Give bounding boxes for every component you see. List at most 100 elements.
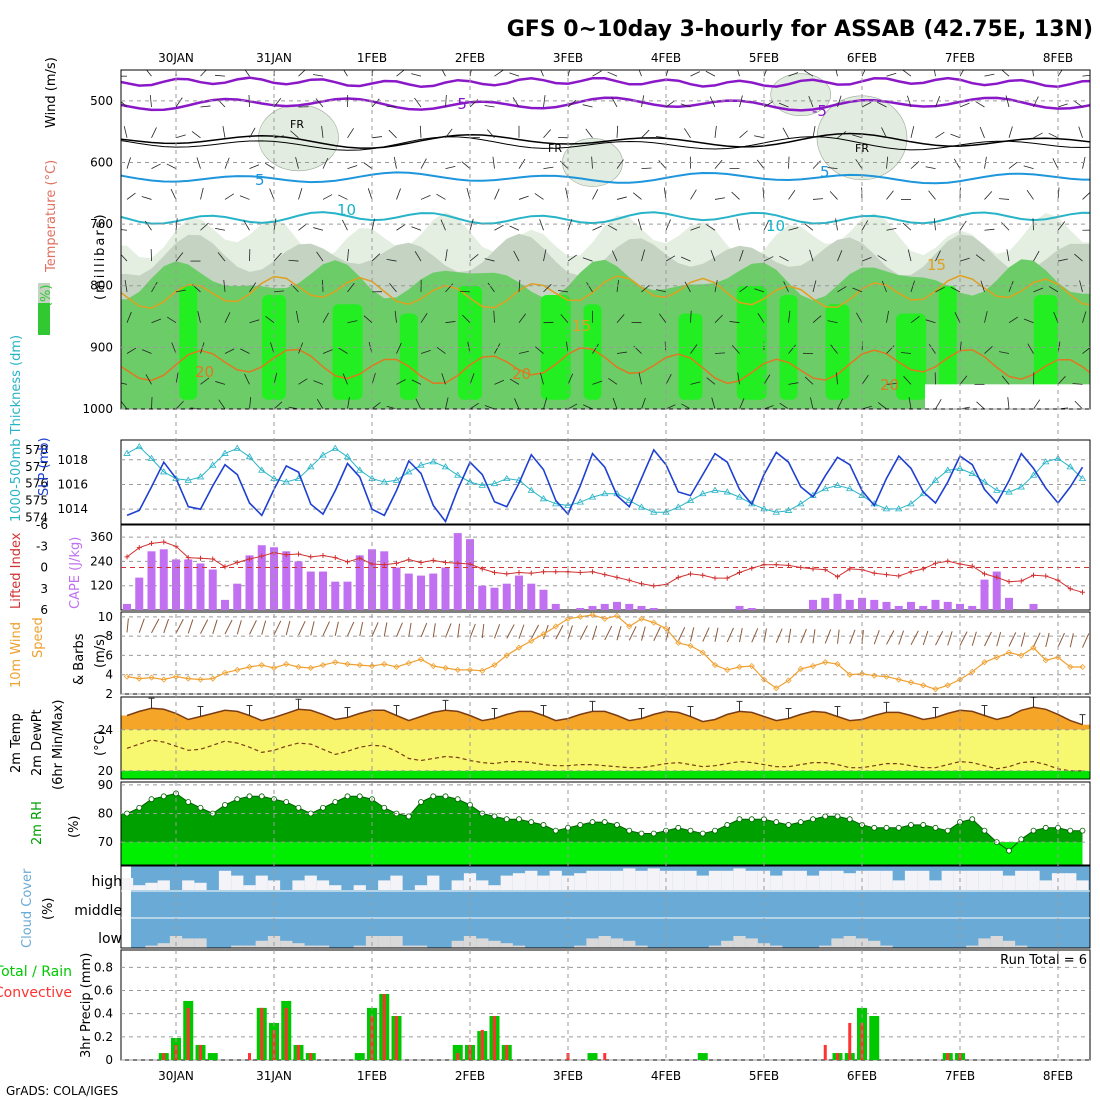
wind-barb bbox=[534, 193, 544, 200]
wind-barb bbox=[665, 100, 675, 108]
wind-barb bbox=[690, 71, 700, 77]
wind10m-panel: 10 8 6 4 2 bbox=[98, 610, 1091, 701]
cape-bar bbox=[613, 601, 621, 610]
temp-tick-20: 20 bbox=[98, 764, 113, 778]
wind10m-barb bbox=[273, 620, 282, 636]
wind10m-barb bbox=[641, 626, 646, 641]
rh-point bbox=[626, 827, 633, 834]
cloud-low-bar bbox=[721, 940, 734, 948]
temp-minmax-bar bbox=[1079, 714, 1086, 725]
wind-barb bbox=[861, 256, 872, 262]
wind-barb bbox=[494, 379, 505, 385]
temp-minmax-bar bbox=[491, 708, 498, 719]
wind-barb bbox=[224, 312, 231, 323]
wind-barb bbox=[487, 282, 495, 293]
rh-point bbox=[356, 793, 363, 800]
slp-tick-1014: 1014 bbox=[57, 502, 88, 516]
cloud-low-bar bbox=[500, 943, 513, 948]
wind-barb bbox=[737, 70, 740, 77]
wind-speed-point bbox=[417, 656, 425, 663]
wind-barb bbox=[371, 253, 381, 262]
wind-barb bbox=[812, 125, 816, 138]
wind-barb bbox=[484, 405, 495, 409]
wind-barb bbox=[1072, 383, 1083, 385]
lifted-index-point bbox=[688, 571, 693, 577]
lifted-index-point bbox=[492, 569, 497, 575]
wind-barb bbox=[731, 345, 740, 354]
wind-barb bbox=[244, 70, 250, 77]
cloud-low-bar bbox=[194, 938, 207, 948]
wind-barb bbox=[886, 190, 894, 200]
thickness-point bbox=[282, 478, 290, 485]
cape-bar bbox=[490, 587, 499, 610]
wind-barb bbox=[984, 73, 995, 77]
wind-barb bbox=[999, 351, 1010, 354]
wind-barb bbox=[121, 382, 128, 385]
temp-minmax-bar bbox=[540, 704, 547, 716]
lifted-index-point bbox=[920, 566, 926, 572]
wind10m-barb bbox=[812, 629, 816, 644]
wind-speed-point bbox=[773, 685, 780, 692]
wind-barb bbox=[877, 255, 887, 262]
wind-barb bbox=[170, 188, 177, 200]
thickness-point bbox=[392, 476, 401, 483]
lifted-index-point bbox=[994, 574, 1000, 580]
wind-barb bbox=[1033, 399, 1041, 409]
cloud-high-gap bbox=[133, 885, 146, 890]
wind-barb bbox=[592, 380, 603, 385]
cape-bar bbox=[306, 571, 315, 610]
thickness-point bbox=[907, 500, 915, 507]
wind-barb bbox=[763, 70, 767, 77]
wind-barb bbox=[288, 259, 299, 262]
thickness-point bbox=[1005, 488, 1013, 495]
wind10m-barb bbox=[910, 630, 919, 646]
cape-bar bbox=[821, 597, 830, 610]
wind-barb bbox=[827, 320, 838, 324]
wind-barb bbox=[239, 195, 250, 200]
cloud-high-gap bbox=[623, 868, 636, 890]
wind-barb bbox=[665, 219, 671, 231]
wind-barb bbox=[540, 70, 544, 77]
cape-bar bbox=[968, 605, 977, 610]
wind-tick-4: 4 bbox=[105, 668, 113, 682]
rh-point bbox=[258, 793, 265, 800]
wind-speed-point bbox=[736, 663, 743, 671]
wind10m-barb bbox=[947, 631, 953, 646]
precip-convective-bar bbox=[162, 1053, 166, 1060]
wind-barb bbox=[543, 129, 551, 139]
isotherm-label-freezing: FR bbox=[290, 118, 304, 131]
wind-speed-point bbox=[577, 613, 584, 620]
wind10m-barb bbox=[579, 625, 588, 640]
wind-barb bbox=[810, 397, 814, 409]
cloud-high-gap bbox=[1064, 873, 1077, 890]
wind-barb bbox=[487, 129, 495, 139]
thickness-point bbox=[552, 500, 560, 507]
ytick-1000: 1000 bbox=[82, 402, 113, 416]
wind-barb bbox=[371, 372, 376, 385]
wind-barb bbox=[1057, 187, 1060, 200]
rh-label: RH (%) bbox=[39, 285, 54, 330]
wind-barb bbox=[121, 254, 128, 262]
thickness-point bbox=[245, 453, 254, 460]
cape-bar bbox=[882, 601, 891, 610]
cloud-high-gap bbox=[819, 870, 832, 890]
wind-barb bbox=[829, 191, 838, 200]
wind-barb bbox=[445, 249, 448, 262]
thickness-point bbox=[441, 463, 450, 470]
thickness-point bbox=[686, 496, 695, 503]
cloud-high-gap bbox=[904, 870, 918, 890]
wind-barb bbox=[763, 374, 771, 385]
temp2m-label: 2m Temp bbox=[9, 713, 24, 773]
wind10m-barb bbox=[616, 626, 622, 641]
precip-convective-bar bbox=[848, 1022, 852, 1060]
rh-point bbox=[197, 804, 204, 811]
wind-barb bbox=[420, 350, 431, 354]
wind-speed-point bbox=[724, 666, 731, 673]
wind-barb bbox=[347, 320, 358, 324]
wind10m-barb bbox=[886, 630, 895, 645]
isotherm-line-0 bbox=[121, 96, 1090, 112]
cloud-low-bar bbox=[512, 945, 526, 948]
lifted-index-point bbox=[896, 573, 902, 579]
wind-barb bbox=[709, 96, 716, 108]
cloud-high-gap bbox=[218, 870, 232, 890]
